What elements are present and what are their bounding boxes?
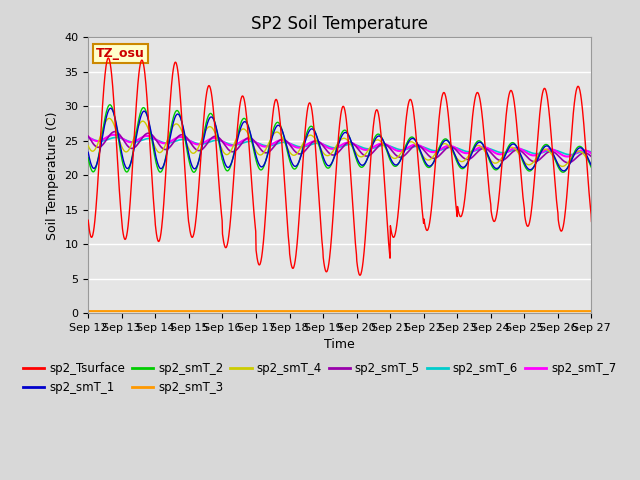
Line: sp2_smT_7: sp2_smT_7 (88, 135, 591, 156)
sp2_smT_1 (418, 152, 426, 157)
sp2_smT_2 (184, 154, 192, 159)
Line: sp2_smT_6: sp2_smT_6 (88, 137, 591, 155)
sp2_smT_7 (484, 145, 492, 151)
sp2_smT_2 (484, 154, 492, 159)
sp2_smT_1 (184, 149, 192, 155)
sp2_smT_7 (528, 152, 536, 158)
sp2_smT_2 (197, 148, 205, 154)
sp2_smT_4 (84, 143, 92, 149)
sp2_smT_5 (196, 147, 204, 153)
sp2_smT_5 (84, 133, 92, 139)
sp2_smT_7 (253, 140, 260, 146)
sp2_smT_1 (528, 166, 536, 172)
sp2_smT_6 (196, 141, 204, 147)
sp2_Tsurface (84, 217, 92, 223)
sp2_Tsurface (588, 218, 595, 224)
sp2_smT_5 (111, 129, 118, 134)
sp2_smT_7 (184, 137, 192, 143)
sp2_smT_4 (106, 116, 113, 121)
sp2_smT_2 (419, 155, 426, 160)
sp2_smT_5 (564, 160, 572, 166)
sp2_smT_1 (253, 156, 260, 161)
sp2_smT_4 (184, 144, 192, 150)
sp2_smT_1 (588, 163, 595, 168)
sp2_smT_6 (253, 140, 260, 145)
sp2_smT_3 (418, 308, 426, 314)
sp2_smT_7 (563, 154, 571, 159)
sp2_smT_4 (418, 152, 426, 157)
sp2_smT_4 (196, 140, 204, 145)
sp2_smT_3 (196, 308, 204, 314)
sp2_smT_6 (528, 150, 536, 156)
sp2_smT_6 (484, 145, 492, 151)
sp2_smT_4 (559, 164, 566, 169)
sp2_Tsurface (104, 55, 112, 61)
sp2_smT_6 (418, 144, 426, 149)
sp2_smT_5 (184, 136, 192, 142)
sp2_smT_1 (484, 151, 492, 157)
Text: TZ_osu: TZ_osu (96, 47, 145, 60)
sp2_smT_2 (253, 161, 261, 167)
sp2_smT_7 (418, 144, 426, 150)
sp2_smT_6 (588, 149, 595, 155)
sp2_smT_7 (196, 141, 204, 147)
Line: sp2_smT_2: sp2_smT_2 (88, 105, 591, 172)
Line: sp2_smT_5: sp2_smT_5 (88, 132, 591, 163)
Legend: sp2_Tsurface, sp2_smT_1, sp2_smT_2, sp2_smT_3, sp2_smT_4, sp2_smT_5, sp2_smT_6, : sp2_Tsurface, sp2_smT_1, sp2_smT_2, sp2_… (19, 358, 621, 399)
sp2_smT_6 (184, 137, 192, 143)
sp2_smT_5 (528, 158, 536, 164)
Y-axis label: Soil Temperature (C): Soil Temperature (C) (46, 111, 59, 240)
sp2_smT_1 (196, 151, 204, 157)
sp2_smT_4 (484, 153, 492, 158)
sp2_smT_3 (483, 308, 491, 314)
sp2_smT_1 (84, 149, 92, 155)
sp2_smT_3 (253, 308, 260, 314)
sp2_Tsurface (356, 272, 364, 278)
sp2_smT_7 (588, 151, 595, 156)
sp2_smT_1 (560, 168, 568, 174)
sp2_smT_4 (588, 162, 595, 168)
sp2_smT_3 (588, 308, 595, 314)
sp2_smT_4 (528, 160, 536, 166)
sp2_Tsurface (196, 160, 204, 166)
sp2_smT_4 (253, 149, 260, 155)
Line: sp2_smT_1: sp2_smT_1 (88, 108, 591, 171)
sp2_Tsurface (484, 176, 492, 182)
sp2_smT_3 (184, 308, 192, 314)
sp2_Tsurface (253, 253, 260, 259)
sp2_smT_7 (110, 132, 118, 138)
sp2_Tsurface (529, 199, 536, 205)
sp2_smT_1 (107, 105, 115, 111)
sp2_smT_2 (106, 102, 114, 108)
Line: sp2_smT_4: sp2_smT_4 (88, 119, 591, 167)
sp2_smT_5 (588, 154, 595, 160)
sp2_smT_3 (528, 308, 536, 314)
sp2_smT_2 (190, 169, 198, 175)
Title: SP2 Soil Temperature: SP2 Soil Temperature (252, 15, 428, 33)
sp2_smT_2 (588, 165, 595, 171)
sp2_smT_5 (484, 147, 492, 153)
sp2_smT_5 (418, 145, 426, 151)
sp2_smT_5 (253, 141, 260, 147)
sp2_Tsurface (419, 208, 426, 214)
X-axis label: Time: Time (324, 338, 355, 351)
sp2_smT_6 (84, 134, 92, 140)
sp2_Tsurface (184, 215, 192, 220)
sp2_smT_3 (84, 308, 92, 314)
sp2_smT_2 (529, 166, 536, 172)
sp2_smT_2 (84, 155, 92, 160)
sp2_smT_7 (84, 134, 92, 140)
Line: sp2_Tsurface: sp2_Tsurface (88, 58, 591, 275)
sp2_smT_6 (113, 134, 120, 140)
sp2_smT_6 (566, 152, 574, 157)
